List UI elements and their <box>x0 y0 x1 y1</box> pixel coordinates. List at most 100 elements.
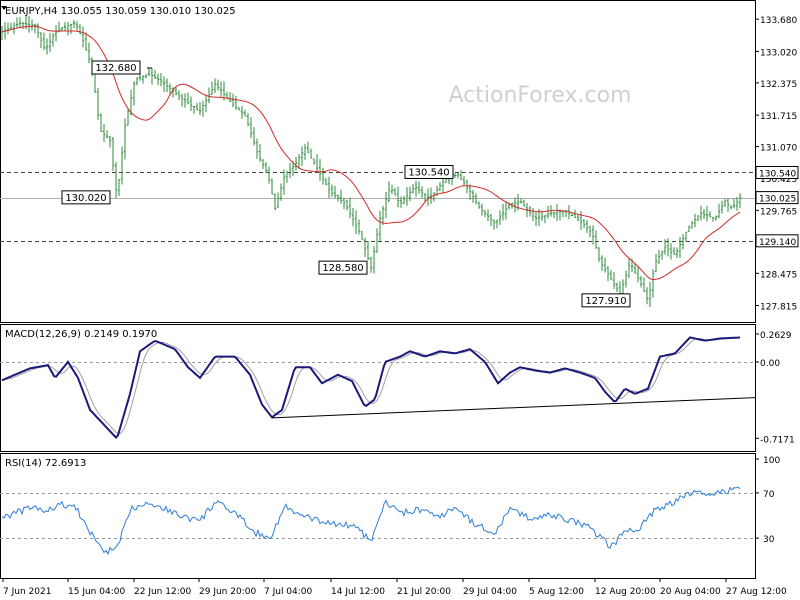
candle <box>87 42 91 64</box>
candle <box>213 78 217 94</box>
candle <box>18 17 22 27</box>
candle <box>99 113 103 132</box>
candle <box>363 237 367 257</box>
candle <box>177 90 181 101</box>
candle <box>474 193 478 205</box>
candle <box>273 193 277 211</box>
candle <box>180 93 184 107</box>
candle <box>408 186 412 202</box>
candle <box>63 22 67 31</box>
header-arrow-icon <box>1 6 7 10</box>
candle <box>432 192 436 202</box>
candle <box>54 25 58 42</box>
candle <box>243 109 247 117</box>
candle <box>9 22 13 30</box>
candle <box>111 137 115 171</box>
price-tick-label: 127.815 <box>760 303 797 313</box>
candle <box>27 15 31 33</box>
candle <box>21 22 25 30</box>
candle <box>399 196 403 208</box>
candle <box>639 275 643 288</box>
candle <box>396 186 400 208</box>
candle <box>240 105 244 120</box>
candle <box>39 32 43 49</box>
candle <box>714 215 718 221</box>
price-frame <box>0 0 756 323</box>
candle <box>225 91 229 99</box>
rsi-tick-label: 70 <box>763 490 775 500</box>
candle <box>393 187 397 196</box>
candle <box>78 24 82 35</box>
candle <box>462 175 466 186</box>
annotation-label: 130.020 <box>65 193 106 204</box>
price-tick-label: 131.070 <box>760 144 797 154</box>
candle <box>381 205 385 226</box>
macd-tick-label: 0.2629 <box>760 331 792 341</box>
candle <box>231 93 235 108</box>
level-tag-label: 130.025 <box>759 195 796 205</box>
candle <box>687 225 691 232</box>
candle <box>219 81 223 98</box>
candle <box>108 135 112 148</box>
candle <box>258 144 262 162</box>
level-tag: 129.140 <box>755 234 799 248</box>
annotation-label: 127.910 <box>585 296 626 307</box>
rsi-header: RSI(14) 72.6913 <box>5 458 86 469</box>
candle <box>708 211 712 218</box>
candle <box>663 239 667 255</box>
candle <box>252 127 256 146</box>
candle <box>327 176 331 198</box>
candle <box>420 186 424 199</box>
candle <box>579 210 583 230</box>
candle <box>336 194 340 202</box>
candle <box>720 200 724 214</box>
candle <box>186 92 190 105</box>
candle <box>75 21 79 31</box>
candle <box>303 144 307 160</box>
x-tick-label: 7 Jun 2021 <box>3 587 51 597</box>
candle <box>585 219 589 233</box>
candle <box>582 219 586 229</box>
candle <box>360 231 364 240</box>
price-tick-label: 130.425 <box>760 175 797 185</box>
x-tick-label: 5 Aug 12:00 <box>529 587 584 597</box>
candle <box>651 269 655 298</box>
candle <box>504 200 508 220</box>
annotation-label: 128.580 <box>322 263 363 274</box>
candle <box>96 87 100 120</box>
candle <box>702 209 706 219</box>
candle <box>105 130 109 138</box>
price-tick-label: 133.020 <box>760 48 797 58</box>
price-tick-label: 133.680 <box>760 16 797 26</box>
candle <box>441 177 445 193</box>
candle <box>414 180 418 197</box>
candle <box>717 203 721 219</box>
candle <box>570 213 574 217</box>
macd-panel <box>0 336 756 439</box>
candle <box>141 75 145 84</box>
candle <box>642 277 646 292</box>
candle <box>600 255 604 271</box>
candle <box>195 102 199 111</box>
candle <box>51 33 55 47</box>
price-annotation: 130.020 <box>61 190 111 205</box>
candle <box>486 209 490 222</box>
candle <box>150 67 154 85</box>
candle <box>453 173 457 179</box>
candle <box>519 198 523 204</box>
candle <box>609 270 613 281</box>
candle <box>738 193 742 209</box>
rsi-tick-label: 100 <box>763 456 780 466</box>
candle <box>159 72 163 87</box>
candle <box>318 159 322 181</box>
candle <box>183 93 187 108</box>
candle <box>477 201 481 209</box>
candle <box>612 271 616 289</box>
candle <box>348 197 352 219</box>
candle <box>261 159 265 169</box>
candle <box>168 83 172 95</box>
candle <box>132 81 136 106</box>
candle <box>483 210 487 218</box>
candle <box>117 178 121 197</box>
